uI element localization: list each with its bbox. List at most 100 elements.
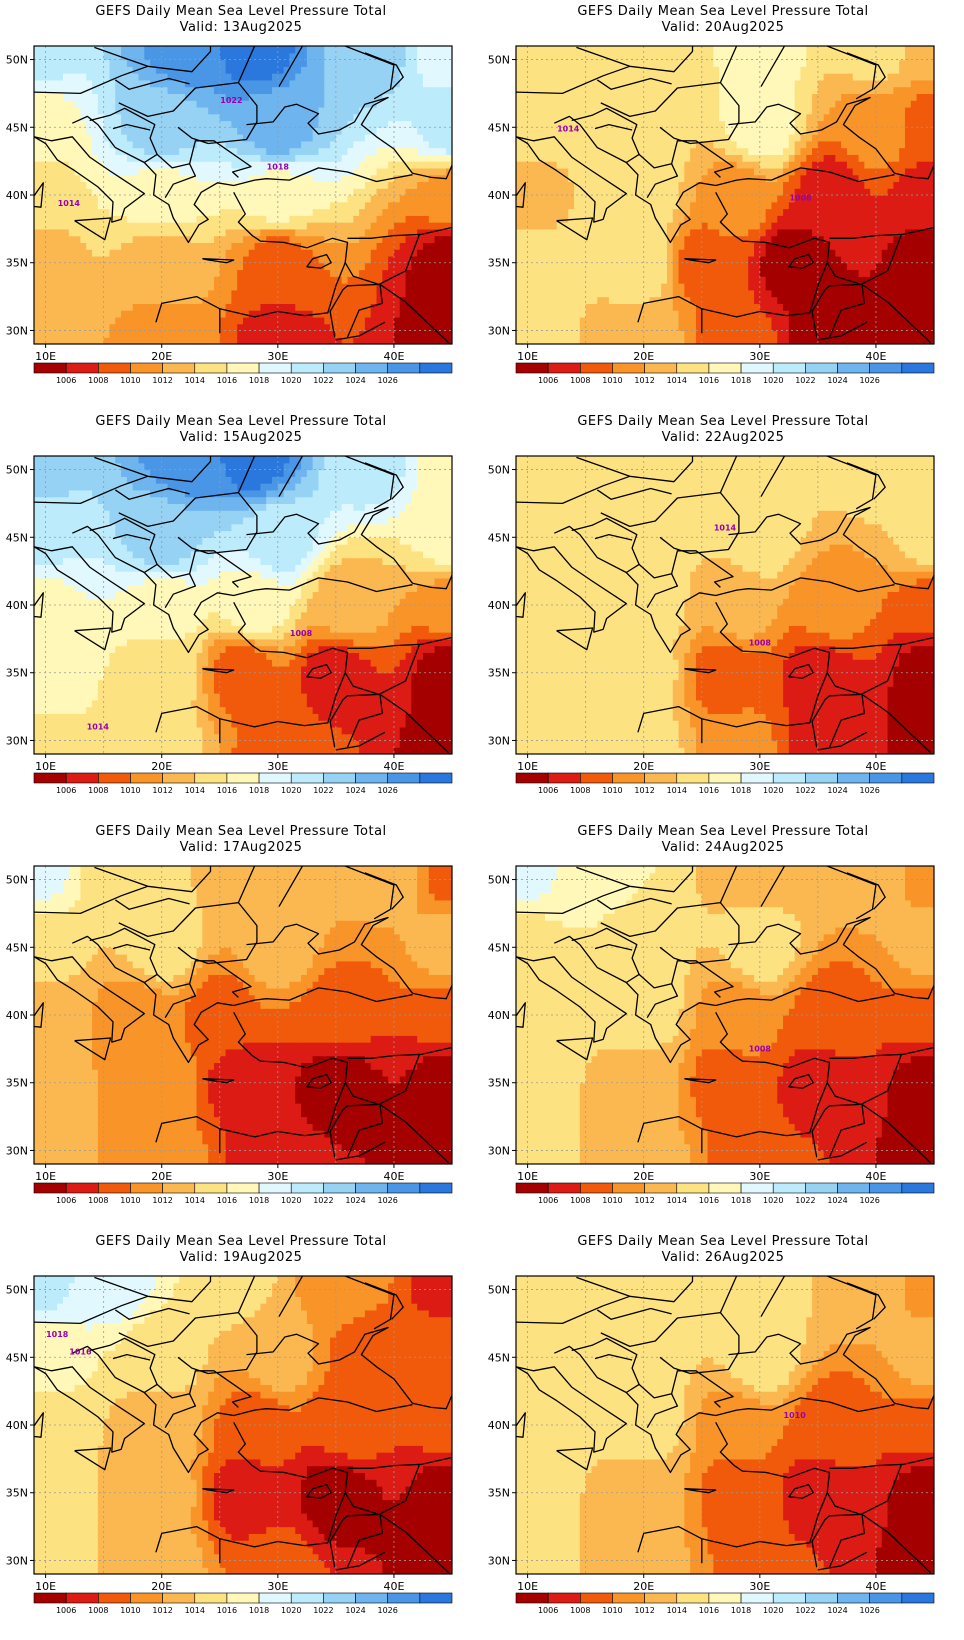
lat-tick-label: 50N (488, 874, 510, 887)
colorbar-label: 1022 (313, 786, 333, 795)
lat-tick-label: 40N (488, 1009, 510, 1022)
colorbar-label: 1006 (538, 376, 558, 385)
pressure-map-panel: GEFS Daily Mean Sea Level Pressure Total… (482, 820, 964, 1230)
colorbar-label: 1020 (763, 1606, 783, 1615)
colorbar-label: 1024 (345, 376, 365, 385)
colorbar-label: 1006 (56, 1196, 76, 1205)
colorbar-swatch (323, 772, 356, 784)
colorbar-swatch (194, 362, 228, 374)
panel-title: GEFS Daily Mean Sea Level Pressure Total (0, 4, 482, 20)
colorbar-swatch (323, 1182, 356, 1194)
colorbar-swatch (226, 362, 260, 374)
lon-tick-label: 30E (749, 1170, 770, 1183)
colorbar-swatch (194, 1592, 228, 1604)
panel-title: GEFS Daily Mean Sea Level Pressure Total (0, 824, 482, 840)
colorbar-label: 1016 (699, 376, 719, 385)
colorbar-swatch (580, 1592, 613, 1604)
colorbar: 1006 1008 1010 1012 1014 1016 1018 1020 1022 1024… (515, 362, 935, 385)
colorbar-label: 1024 (827, 376, 847, 385)
lat-tick-label: 45N (6, 121, 28, 134)
lon-tick-label: 20E (633, 1170, 654, 1183)
lat-tick-label: 35N (6, 1077, 28, 1090)
colorbar-label: 1014 (667, 376, 687, 385)
colorbar-swatch (612, 772, 645, 784)
colorbar-swatch (65, 772, 99, 784)
colorbar-swatch (612, 1592, 645, 1604)
panel-title: GEFS Daily Mean Sea Level Pressure Total (0, 414, 482, 430)
colorbar-swatch (130, 362, 163, 374)
lat-tick-label: 40N (488, 1419, 510, 1432)
colorbar-label: 1010 (120, 376, 140, 385)
pressure-map-panel: GEFS Daily Mean Sea Level Pressure Total… (482, 410, 964, 820)
pressure-field (34, 46, 452, 344)
colorbar: 1006 1008 1010 1012 1014 1016 1018 1020 1022 1024… (515, 772, 935, 795)
contour-label: 1016 (69, 1348, 92, 1357)
colorbar-label: 1016 (217, 1606, 237, 1615)
colorbar-swatch (65, 362, 99, 374)
lat-tick-label: 35N (488, 1077, 510, 1090)
pressure-map-panel: GEFS Daily Mean Sea Level Pressure Total… (0, 0, 482, 410)
colorbar-label: 1010 (120, 786, 140, 795)
colorbar-swatch (644, 772, 678, 784)
colorbar-swatch (290, 772, 324, 784)
lat-tick-label: 40N (6, 1419, 28, 1432)
lat-tick-label: 35N (488, 1487, 510, 1500)
colorbar-swatch (708, 362, 742, 374)
coastlines-borders (34, 46, 452, 344)
colorbar-swatch (355, 1592, 388, 1604)
colorbar-swatch (547, 772, 581, 784)
colorbar-swatch (226, 1182, 260, 1194)
colorbar-label: 1012 (634, 1196, 654, 1205)
panel-title: GEFS Daily Mean Sea Level Pressure Total (482, 414, 964, 430)
pressure-map-panel: GEFS Daily Mean Sea Level Pressure Total… (482, 0, 964, 410)
lon-tick-label: 20E (151, 1580, 172, 1593)
lat-tick-label: 50N (6, 54, 28, 67)
colorbar-swatch (901, 362, 935, 374)
lat-tick-label: 30N (488, 1144, 510, 1157)
colorbar-label: 1016 (217, 376, 237, 385)
colorbar-label: 1016 (217, 786, 237, 795)
colorbar-swatch (547, 1182, 581, 1194)
colorbar-label: 1022 (795, 376, 815, 385)
colorbar-swatch (837, 1182, 870, 1194)
colorbar-label: 1014 (667, 786, 687, 795)
colorbar-swatch (130, 1182, 163, 1194)
lon-tick-label: 20E (633, 1580, 654, 1593)
colorbar-label: 1018 (731, 786, 751, 795)
colorbar-swatch (708, 1592, 742, 1604)
colorbar-swatch (387, 1592, 421, 1604)
colorbar-label: 1024 (345, 1196, 365, 1205)
pressure-field (516, 866, 934, 1164)
panel-valid-date: Valid: 19Aug2025 (0, 1250, 482, 1266)
colorbar-label: 1018 (731, 1606, 751, 1615)
contour-label: 1008 (749, 639, 772, 648)
colorbar-label: 1026 (860, 376, 880, 385)
pressure-field (516, 456, 934, 754)
colorbar-label: 1014 (185, 786, 205, 795)
colorbar-label: 1024 (345, 1606, 365, 1615)
lon-tick-label: 10E (35, 1170, 56, 1183)
colorbar-label: 1014 (667, 1196, 687, 1205)
contour-label: 1014 (58, 199, 81, 208)
colorbar-label: 1024 (827, 1196, 847, 1205)
colorbar-swatch (290, 1592, 324, 1604)
colorbar-swatch (515, 1182, 549, 1194)
panel-title: GEFS Daily Mean Sea Level Pressure Total (0, 1234, 482, 1250)
colorbar-swatch (387, 1182, 421, 1194)
colorbar-label: 1006 (538, 786, 558, 795)
lon-tick-label: 40E (865, 350, 886, 363)
colorbar-swatch (740, 1592, 774, 1604)
colorbar-swatch (901, 1592, 935, 1604)
coastlines-borders (34, 866, 452, 1164)
panel-valid-date: Valid: 13Aug2025 (0, 20, 482, 36)
colorbar-label: 1010 (120, 1196, 140, 1205)
colorbar-swatch (130, 1592, 163, 1604)
colorbar-swatch (162, 1182, 196, 1194)
lat-tick-label: 30N (6, 1144, 28, 1157)
lon-tick-label: 10E (35, 350, 56, 363)
colorbar-swatch (676, 772, 710, 784)
pressure-field (34, 1276, 452, 1574)
colorbar-swatch (869, 1182, 903, 1194)
